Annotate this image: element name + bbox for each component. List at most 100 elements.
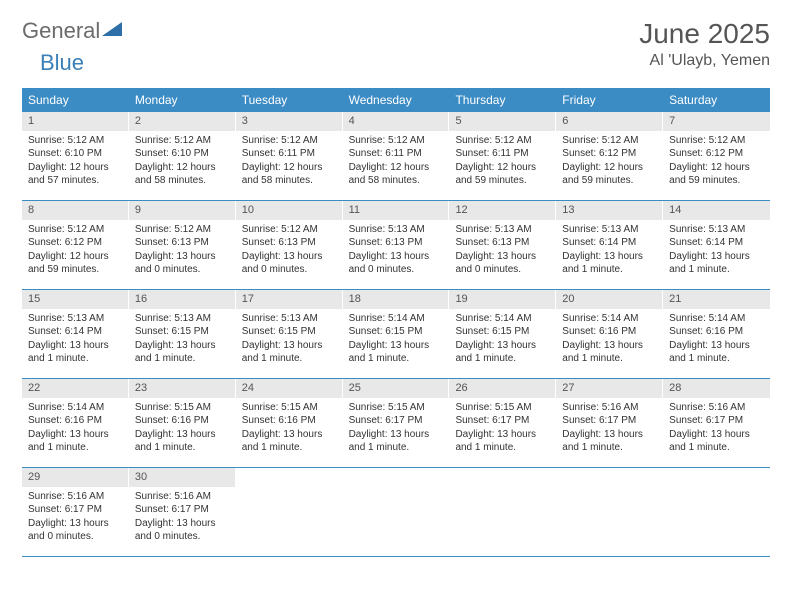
day-body: Sunrise: 5:13 AMSunset: 6:15 PMDaylight:… [236, 309, 343, 372]
day-number: 18 [343, 290, 450, 309]
sunrise-text: Sunrise: 5:12 AM [28, 223, 123, 237]
day-number: 19 [449, 290, 556, 309]
daylight-text: Daylight: 12 hours and 59 minutes. [455, 161, 550, 188]
sunrise-text: Sunrise: 5:13 AM [28, 312, 123, 326]
day-cell: 19Sunrise: 5:14 AMSunset: 6:15 PMDayligh… [449, 290, 556, 378]
sunset-text: Sunset: 6:16 PM [135, 414, 230, 428]
sunset-text: Sunset: 6:17 PM [562, 414, 657, 428]
day-number: 29 [22, 468, 129, 487]
day-cell: 23Sunrise: 5:15 AMSunset: 6:16 PMDayligh… [129, 379, 236, 467]
sunset-text: Sunset: 6:16 PM [242, 414, 337, 428]
day-number: 2 [129, 112, 236, 131]
daylight-text: Daylight: 13 hours and 0 minutes. [135, 517, 230, 544]
daylight-text: Daylight: 13 hours and 1 minute. [135, 339, 230, 366]
daylight-text: Daylight: 13 hours and 1 minute. [349, 428, 444, 455]
sunset-text: Sunset: 6:17 PM [455, 414, 550, 428]
day-cell: 10Sunrise: 5:12 AMSunset: 6:13 PMDayligh… [236, 201, 343, 289]
day-number: 21 [663, 290, 770, 309]
sunrise-text: Sunrise: 5:14 AM [669, 312, 764, 326]
sunrise-text: Sunrise: 5:12 AM [455, 134, 550, 148]
day-cell: 12Sunrise: 5:13 AMSunset: 6:13 PMDayligh… [449, 201, 556, 289]
sunrise-text: Sunrise: 5:15 AM [135, 401, 230, 415]
day-body: Sunrise: 5:16 AMSunset: 6:17 PMDaylight:… [663, 398, 770, 461]
sunrise-text: Sunrise: 5:16 AM [28, 490, 123, 504]
daylight-text: Daylight: 12 hours and 59 minutes. [562, 161, 657, 188]
weekday-friday: Friday [556, 88, 663, 112]
day-cell: 4Sunrise: 5:12 AMSunset: 6:11 PMDaylight… [343, 112, 450, 200]
day-body: Sunrise: 5:12 AMSunset: 6:11 PMDaylight:… [343, 131, 450, 194]
sunrise-text: Sunrise: 5:13 AM [455, 223, 550, 237]
day-number: 3 [236, 112, 343, 131]
sunset-text: Sunset: 6:12 PM [28, 236, 123, 250]
sunset-text: Sunset: 6:11 PM [455, 147, 550, 161]
logo-text-general: General [22, 18, 100, 44]
day-number: 4 [343, 112, 450, 131]
day-body: Sunrise: 5:13 AMSunset: 6:13 PMDaylight:… [343, 220, 450, 283]
day-body: Sunrise: 5:12 AMSunset: 6:11 PMDaylight:… [449, 131, 556, 194]
sunset-text: Sunset: 6:13 PM [242, 236, 337, 250]
day-number: 11 [343, 201, 450, 220]
daylight-text: Daylight: 13 hours and 1 minute. [562, 339, 657, 366]
sunrise-text: Sunrise: 5:13 AM [135, 312, 230, 326]
day-cell: 21Sunrise: 5:14 AMSunset: 6:16 PMDayligh… [663, 290, 770, 378]
day-cell: 28Sunrise: 5:16 AMSunset: 6:17 PMDayligh… [663, 379, 770, 467]
sunset-text: Sunset: 6:14 PM [562, 236, 657, 250]
day-cell [449, 468, 556, 556]
daylight-text: Daylight: 13 hours and 1 minute. [455, 428, 550, 455]
week-row: 22Sunrise: 5:14 AMSunset: 6:16 PMDayligh… [22, 379, 770, 468]
day-cell: 15Sunrise: 5:13 AMSunset: 6:14 PMDayligh… [22, 290, 129, 378]
day-cell: 1Sunrise: 5:12 AMSunset: 6:10 PMDaylight… [22, 112, 129, 200]
sunset-text: Sunset: 6:16 PM [562, 325, 657, 339]
weekday-monday: Monday [129, 88, 236, 112]
day-cell: 16Sunrise: 5:13 AMSunset: 6:15 PMDayligh… [129, 290, 236, 378]
day-cell: 6Sunrise: 5:12 AMSunset: 6:12 PMDaylight… [556, 112, 663, 200]
sunset-text: Sunset: 6:13 PM [455, 236, 550, 250]
title-block: June 2025 Al 'Ulayb, Yemen [639, 18, 770, 70]
day-body: Sunrise: 5:14 AMSunset: 6:15 PMDaylight:… [343, 309, 450, 372]
daylight-text: Daylight: 13 hours and 1 minute. [28, 339, 123, 366]
day-body [449, 487, 556, 496]
logo-text-blue: Blue [40, 50, 84, 75]
sunrise-text: Sunrise: 5:12 AM [28, 134, 123, 148]
sunset-text: Sunset: 6:11 PM [242, 147, 337, 161]
day-cell: 17Sunrise: 5:13 AMSunset: 6:15 PMDayligh… [236, 290, 343, 378]
day-cell [663, 468, 770, 556]
day-cell [343, 468, 450, 556]
week-row: 29Sunrise: 5:16 AMSunset: 6:17 PMDayligh… [22, 468, 770, 557]
daylight-text: Daylight: 12 hours and 58 minutes. [242, 161, 337, 188]
sunrise-text: Sunrise: 5:12 AM [242, 134, 337, 148]
day-body: Sunrise: 5:16 AMSunset: 6:17 PMDaylight:… [556, 398, 663, 461]
weekday-thursday: Thursday [449, 88, 556, 112]
day-number: 27 [556, 379, 663, 398]
weeks-container: 1Sunrise: 5:12 AMSunset: 6:10 PMDaylight… [22, 112, 770, 557]
day-number [663, 468, 770, 487]
day-cell: 3 Sunrise: 5:12 AMSunset: 6:11 PMDaylight… [236, 112, 343, 200]
day-number: 30 [129, 468, 236, 487]
day-cell: 9Sunrise: 5:12 AMSunset: 6:13 PMDaylight… [129, 201, 236, 289]
sunrise-text: Sunrise: 5:12 AM [349, 134, 444, 148]
sunrise-text: Sunrise: 5:14 AM [455, 312, 550, 326]
sunrise-text: Sunrise: 5:12 AM [562, 134, 657, 148]
weekday-wednesday: Wednesday [343, 88, 450, 112]
day-number: 7 [663, 112, 770, 131]
daylight-text: Daylight: 12 hours and 59 minutes. [28, 250, 123, 277]
day-cell: 27Sunrise: 5:16 AMSunset: 6:17 PMDayligh… [556, 379, 663, 467]
day-number: 25 [343, 379, 450, 398]
day-number [343, 468, 450, 487]
daylight-text: Daylight: 13 hours and 1 minute. [669, 250, 764, 277]
daylight-text: Daylight: 12 hours and 57 minutes. [28, 161, 123, 188]
day-number [449, 468, 556, 487]
sunrise-text: Sunrise: 5:15 AM [242, 401, 337, 415]
day-cell: 14Sunrise: 5:13 AMSunset: 6:14 PMDayligh… [663, 201, 770, 289]
sunset-text: Sunset: 6:14 PM [28, 325, 123, 339]
logo: General [22, 18, 124, 44]
sunrise-text: Sunrise: 5:16 AM [135, 490, 230, 504]
sunset-text: Sunset: 6:13 PM [135, 236, 230, 250]
sunrise-text: Sunrise: 5:14 AM [562, 312, 657, 326]
day-body: Sunrise: 5:14 AMSunset: 6:15 PMDaylight:… [449, 309, 556, 372]
day-body: Sunrise: 5:15 AMSunset: 6:16 PMDaylight:… [129, 398, 236, 461]
weekday-saturday: Saturday [663, 88, 770, 112]
day-cell: 2Sunrise: 5:12 AMSunset: 6:10 PMDaylight… [129, 112, 236, 200]
sunrise-text: Sunrise: 5:16 AM [669, 401, 764, 415]
day-number: 16 [129, 290, 236, 309]
